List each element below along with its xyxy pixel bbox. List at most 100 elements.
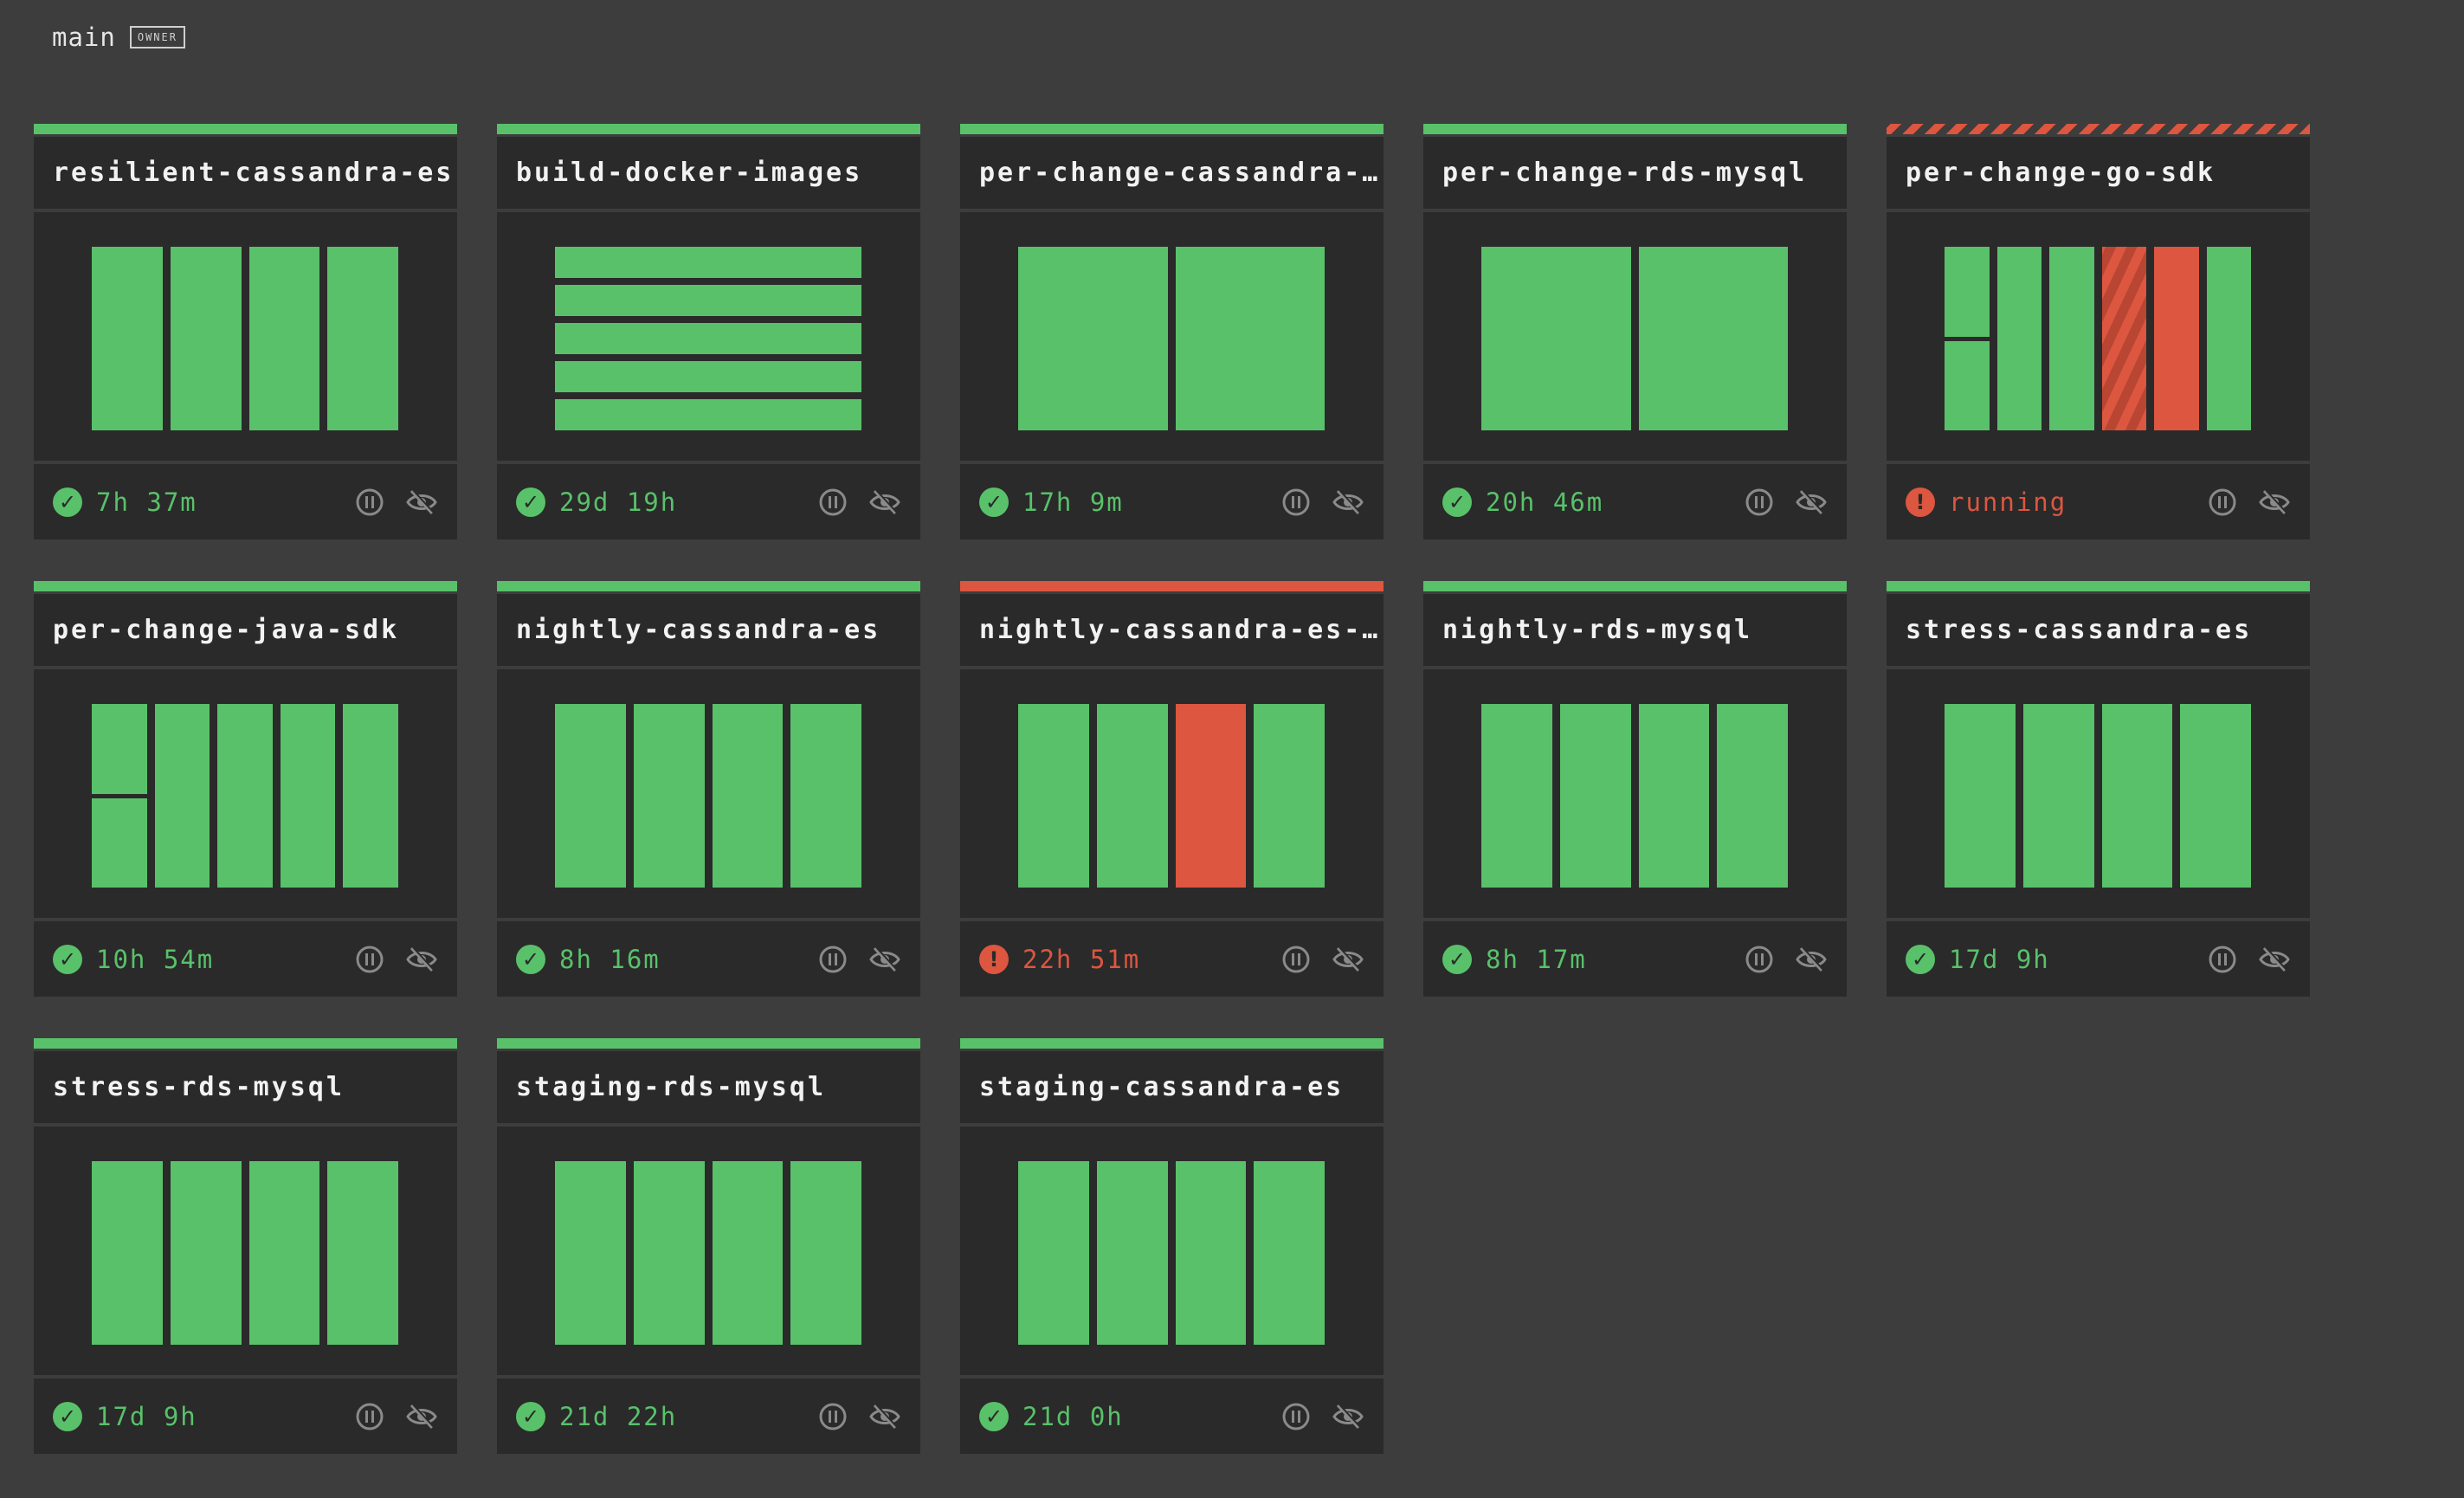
job-box[interactable]	[170, 247, 242, 430]
eye-off-icon[interactable]	[2258, 943, 2291, 976]
job-box[interactable]	[2101, 247, 2146, 430]
pipeline-preview[interactable]	[34, 1127, 457, 1375]
pause-icon[interactable]	[816, 943, 849, 976]
job-box[interactable]	[555, 361, 861, 392]
job-box[interactable]	[1018, 704, 1089, 888]
job-box[interactable]	[633, 704, 705, 888]
job-box[interactable]	[154, 704, 210, 888]
job-box[interactable]	[327, 247, 398, 430]
pause-icon[interactable]	[1280, 1400, 1313, 1433]
pipeline-name[interactable]: stress-cassandra-es	[1887, 594, 2310, 666]
pipeline-preview[interactable]	[1423, 212, 1847, 461]
pipeline-card[interactable]: stress-rds-mysql ✓ 17d 9h	[34, 1038, 457, 1456]
pipeline-preview[interactable]	[34, 669, 457, 918]
pipeline-card[interactable]: per-change-rds-mysql ✓ 20h 46m	[1423, 124, 1847, 542]
pipeline-preview[interactable]	[1887, 212, 2310, 461]
job-box[interactable]	[2180, 704, 2251, 888]
job-box[interactable]	[217, 704, 273, 888]
job-box[interactable]	[1481, 704, 1552, 888]
pipeline-card[interactable]: per-change-cassandra-… ✓ 17h 9m	[960, 124, 1384, 542]
pipeline-card[interactable]: per-change-java-sdk ✓ 10h 54m	[34, 581, 457, 999]
pause-icon[interactable]	[816, 1400, 849, 1433]
pipeline-preview[interactable]	[1887, 669, 2310, 918]
job-box[interactable]	[1175, 1161, 1247, 1345]
job-box[interactable]	[1559, 704, 1631, 888]
job-box[interactable]	[327, 1161, 398, 1345]
eye-off-icon[interactable]	[868, 943, 901, 976]
pipeline-name[interactable]: staging-cassandra-es	[960, 1051, 1384, 1123]
job-box[interactable]	[170, 1161, 242, 1345]
job-box[interactable]	[1175, 704, 1247, 888]
job-box[interactable]	[790, 704, 861, 888]
pipeline-preview[interactable]	[1423, 669, 1847, 918]
pipeline-preview[interactable]	[497, 1127, 920, 1375]
pause-icon[interactable]	[1280, 486, 1313, 519]
pipeline-name[interactable]: staging-rds-mysql	[497, 1051, 920, 1123]
job-box[interactable]	[555, 399, 861, 430]
pipeline-name[interactable]: stress-rds-mysql	[34, 1051, 457, 1123]
pipeline-preview[interactable]	[497, 212, 920, 461]
pipeline-preview[interactable]	[34, 212, 457, 461]
job-box[interactable]	[92, 704, 147, 794]
eye-off-icon[interactable]	[1795, 486, 1828, 519]
job-box[interactable]	[1638, 247, 1788, 430]
eye-off-icon[interactable]	[868, 486, 901, 519]
job-box[interactable]	[280, 704, 336, 888]
pipeline-card[interactable]: staging-cassandra-es ✓ 21d 0h	[960, 1038, 1384, 1456]
eye-off-icon[interactable]	[1332, 943, 1364, 976]
job-box[interactable]	[1018, 1161, 1089, 1345]
pipeline-name[interactable]: per-change-cassandra-…	[960, 137, 1384, 209]
job-box[interactable]	[790, 1161, 861, 1345]
pipeline-preview[interactable]	[960, 669, 1384, 918]
job-box[interactable]	[2049, 247, 2094, 430]
pause-icon[interactable]	[353, 486, 386, 519]
job-box[interactable]	[2206, 247, 2251, 430]
job-box[interactable]	[1254, 704, 1325, 888]
job-box[interactable]	[1481, 247, 1631, 430]
job-box[interactable]	[712, 704, 784, 888]
eye-off-icon[interactable]	[405, 486, 438, 519]
pause-icon[interactable]	[1743, 943, 1776, 976]
job-box[interactable]	[1945, 704, 2016, 888]
job-box[interactable]	[555, 1161, 626, 1345]
job-box[interactable]	[1945, 247, 1990, 337]
job-box[interactable]	[555, 704, 626, 888]
job-box[interactable]	[1175, 247, 1325, 430]
pipeline-name[interactable]: per-change-java-sdk	[34, 594, 457, 666]
pause-icon[interactable]	[353, 943, 386, 976]
eye-off-icon[interactable]	[405, 943, 438, 976]
job-box[interactable]	[555, 247, 861, 278]
job-box[interactable]	[1254, 1161, 1325, 1345]
pipeline-name[interactable]: per-change-go-sdk	[1887, 137, 2310, 209]
team-name[interactable]: main	[52, 23, 116, 52]
job-box[interactable]	[1717, 704, 1788, 888]
job-box[interactable]	[1096, 704, 1168, 888]
pipeline-preview[interactable]	[960, 1127, 1384, 1375]
eye-off-icon[interactable]	[405, 1400, 438, 1433]
job-box[interactable]	[2154, 247, 2199, 430]
pipeline-name[interactable]: nightly-rds-mysql	[1423, 594, 1847, 666]
pipeline-card[interactable]: nightly-cassandra-es ✓ 8h 16m	[497, 581, 920, 999]
job-box[interactable]	[92, 797, 147, 888]
pause-icon[interactable]	[2206, 486, 2239, 519]
pipeline-card[interactable]: resilient-cassandra-es ✓ 7h 37m	[34, 124, 457, 542]
job-box[interactable]	[555, 285, 861, 316]
pipeline-card[interactable]: staging-rds-mysql ✓ 21d 22h	[497, 1038, 920, 1456]
job-box[interactable]	[248, 247, 320, 430]
job-box[interactable]	[92, 1161, 163, 1345]
pipeline-name[interactable]: per-change-rds-mysql	[1423, 137, 1847, 209]
job-box[interactable]	[1096, 1161, 1168, 1345]
job-box[interactable]	[248, 1161, 320, 1345]
pipeline-card[interactable]: stress-cassandra-es ✓ 17d 9h	[1887, 581, 2310, 999]
pause-icon[interactable]	[1280, 943, 1313, 976]
pipeline-card[interactable]: build-docker-images ✓ 29d 19h	[497, 124, 920, 542]
pipeline-name[interactable]: nightly-cassandra-es-…	[960, 594, 1384, 666]
eye-off-icon[interactable]	[1795, 943, 1828, 976]
pause-icon[interactable]	[816, 486, 849, 519]
pipeline-card[interactable]: nightly-rds-mysql ✓ 8h 17m	[1423, 581, 1847, 999]
job-box[interactable]	[2022, 704, 2094, 888]
job-box[interactable]	[1996, 247, 2042, 430]
pipeline-name[interactable]: build-docker-images	[497, 137, 920, 209]
pipeline-card[interactable]: per-change-go-sdk ! running	[1887, 124, 2310, 542]
pause-icon[interactable]	[353, 1400, 386, 1433]
